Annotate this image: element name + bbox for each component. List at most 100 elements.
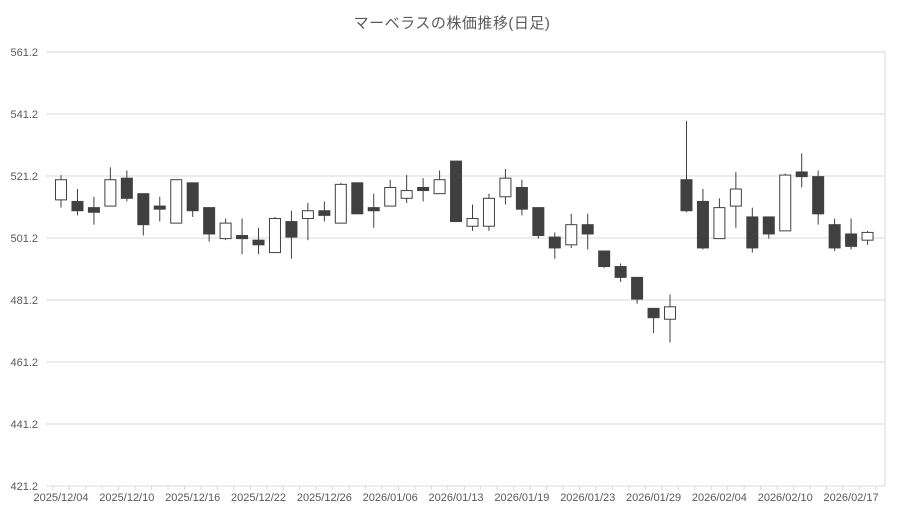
candle-body xyxy=(120,177,133,199)
candle-body xyxy=(301,210,314,219)
candle-body xyxy=(367,207,380,212)
x-axis-label: 2026/01/23 xyxy=(560,492,615,504)
candle-body xyxy=(384,186,397,207)
candle xyxy=(631,276,644,304)
candle xyxy=(252,227,265,255)
gridlines xyxy=(46,51,885,487)
candle-body xyxy=(186,182,199,212)
y-axis-label: 521.2 xyxy=(10,171,38,183)
candle xyxy=(417,178,430,202)
candle-body xyxy=(417,186,430,192)
x-axis-label: 2025/12/16 xyxy=(165,492,220,504)
candle-body xyxy=(795,171,808,178)
candle xyxy=(680,120,693,213)
candle-body xyxy=(565,224,578,246)
candle-body xyxy=(779,174,792,232)
candle xyxy=(400,175,413,203)
candle xyxy=(466,204,479,231)
candle-body xyxy=(71,200,84,212)
candle-body xyxy=(318,210,331,216)
y-axis-label: 501.2 xyxy=(10,233,38,245)
x-axis-label: 2025/12/10 xyxy=(99,492,154,504)
candle xyxy=(647,307,660,334)
candle-body xyxy=(153,205,166,210)
candle xyxy=(318,201,331,222)
candle-body xyxy=(482,197,495,227)
candle-body xyxy=(532,207,545,237)
candle-body xyxy=(598,250,611,268)
y-axis-label: 481.2 xyxy=(10,295,38,307)
chart-title: マーベラスの株価推移(日足) xyxy=(353,15,551,32)
candle xyxy=(565,213,578,248)
candle xyxy=(581,213,594,250)
candle-body xyxy=(548,236,561,249)
candle xyxy=(779,173,792,232)
x-axis-label: 2026/02/04 xyxy=(692,492,747,504)
candle xyxy=(104,167,117,207)
candle-body xyxy=(680,179,693,212)
candle xyxy=(812,170,825,225)
candle xyxy=(219,218,232,241)
candle xyxy=(696,189,709,250)
candle xyxy=(548,232,561,259)
x-axis-label: 2026/01/13 xyxy=(429,492,484,504)
candle xyxy=(351,182,364,215)
candle xyxy=(186,182,199,217)
candle-body xyxy=(581,224,594,235)
x-axis-label: 2025/12/26 xyxy=(297,492,352,504)
candle-body xyxy=(285,221,298,238)
x-axis-label: 2026/01/29 xyxy=(626,492,681,504)
x-axis-label: 2025/12/04 xyxy=(33,492,88,504)
candle xyxy=(614,263,627,283)
candle xyxy=(433,170,446,195)
candle xyxy=(203,207,216,242)
candle xyxy=(828,218,841,252)
candle-body xyxy=(713,207,726,240)
candle-body xyxy=(861,231,874,241)
candle xyxy=(71,189,84,216)
candle-body xyxy=(219,222,232,240)
candle-body xyxy=(268,217,281,254)
candle-body xyxy=(647,307,660,319)
candle xyxy=(499,168,512,205)
candle xyxy=(87,196,100,225)
candle xyxy=(729,171,742,228)
candle xyxy=(482,193,495,231)
candle-body xyxy=(762,216,775,235)
candle xyxy=(137,193,150,236)
candle-body xyxy=(845,233,858,247)
candle-series xyxy=(55,120,874,343)
candle-body xyxy=(203,207,216,235)
candle xyxy=(762,216,775,239)
x-axis-label: 2026/02/17 xyxy=(824,492,879,504)
candle-body xyxy=(351,182,364,215)
x-axis-labels: 2025/12/04 2025/12/10 2025/12/16 2025/12/22… xyxy=(33,492,878,504)
candle xyxy=(795,153,808,188)
y-axis-label: 421.2 xyxy=(10,481,38,493)
candle-body xyxy=(137,193,150,226)
candle xyxy=(268,216,281,254)
candle xyxy=(334,182,347,224)
y-axis-label: 561.2 xyxy=(10,47,38,59)
candle-body xyxy=(466,217,479,227)
candle xyxy=(301,202,314,241)
candle xyxy=(713,198,726,240)
candle xyxy=(515,179,528,216)
candle xyxy=(845,218,858,250)
x-axis-label: 2026/01/19 xyxy=(494,492,549,504)
candle-body xyxy=(631,276,644,300)
candle-body xyxy=(236,235,249,240)
candle xyxy=(450,160,463,223)
y-axis-label: 541.2 xyxy=(10,109,38,121)
y-axis-labels: 561.2 541.2 521.2 501.2 481.2 461.2 441.2 421.2 xyxy=(10,47,38,493)
candle xyxy=(532,207,545,239)
candle-body xyxy=(87,207,100,213)
candle xyxy=(120,170,133,202)
candle xyxy=(384,179,397,207)
candle-body xyxy=(515,186,528,210)
candle-body xyxy=(729,188,742,207)
candle xyxy=(664,294,677,343)
candle-body xyxy=(746,216,759,249)
candle-body xyxy=(450,160,463,223)
